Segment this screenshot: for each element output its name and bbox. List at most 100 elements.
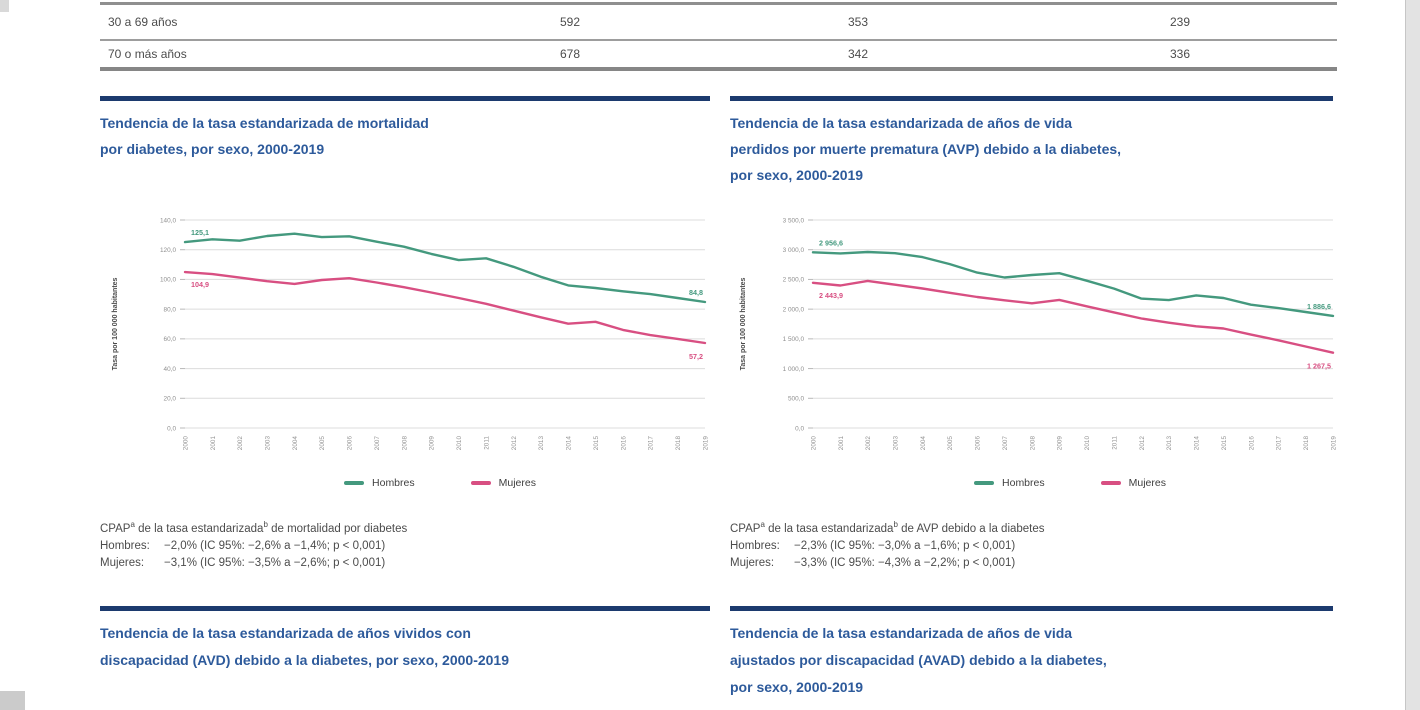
table-row: 30 a 69 años 592 353 239 [100, 12, 1337, 36]
cpap-title: CPAPa de la tasa estandarizadab de AVP d… [730, 520, 1045, 535]
x-tick-label: 2017 [1276, 436, 1283, 451]
chart-legend: Hombres Mujeres [800, 477, 1340, 489]
y-tick-label: 1 500,0 [783, 336, 805, 343]
legend-dash-icon [470, 481, 491, 485]
x-tick-label: 2010 [456, 436, 463, 451]
footnote-marker: b [893, 520, 898, 529]
page-edge-strip [1405, 0, 1420, 710]
chart-title-mortality: Tendencia de la tasa estandarizada de mo… [100, 110, 710, 162]
cpap-note-mortality: CPAPa de la tasa estandarizadab de morta… [100, 516, 720, 572]
x-tick-label: 2001 [210, 436, 217, 451]
legend-dash-icon [1100, 481, 1121, 485]
chart-legend: Hombres Mujeres [170, 477, 710, 489]
title-line: por diabetes, por sexo, 2000-2019 [100, 141, 325, 157]
x-tick-label: 2001 [838, 436, 845, 451]
x-tick-label: 2006 [975, 436, 982, 451]
x-tick-label: 2017 [648, 436, 655, 451]
y-tick-label: 0,0 [167, 425, 176, 432]
title-line: Tendencia de la tasa estandarizada de añ… [730, 625, 1073, 641]
series-line-mujeres [811, 279, 1335, 354]
x-tick-label: 2012 [511, 436, 518, 451]
table-cell-value: 678 [559, 47, 581, 61]
table-row-divider [100, 39, 1337, 41]
x-tick-label: 2006 [347, 436, 354, 451]
cpap-row-hombres: Hombres: −2,0% (IC 95%: −2,6% a −1,4%; p … [100, 539, 386, 552]
section-accent-bar [100, 96, 710, 101]
y-tick-label: 0,0 [795, 425, 804, 432]
x-tick-label: 2008 [1029, 436, 1036, 451]
x-tick-label: 2016 [1248, 436, 1255, 451]
x-tick-label: 2018 [1303, 436, 1310, 451]
x-tick-label: 2002 [237, 436, 244, 451]
x-tick-label: 2011 [1111, 436, 1118, 450]
x-tick-label: 2005 [319, 436, 326, 451]
line-chart-svg: Tasa por 100 000 habitantes 140,0 120,0 100… [112, 217, 709, 451]
x-tick-label: 2007 [374, 436, 381, 451]
x-tick-label: 2014 [566, 436, 573, 451]
x-tick-label: 2004 [292, 436, 299, 451]
x-tick-label: 2019 [1330, 436, 1337, 451]
x-tick-label: 2013 [538, 436, 545, 451]
x-tick-label: 2009 [429, 436, 436, 451]
title-line: Tendencia de la tasa estandarizada de añ… [100, 625, 471, 641]
title-line: Tendencia de la tasa estandarizada de añ… [730, 115, 1073, 131]
section-accent-bar [730, 606, 1333, 611]
y-tick-label: 500,0 [788, 396, 804, 403]
table-row: 70 o más años 678 342 336 [100, 44, 1337, 68]
y-tick-label: 3 000,0 [783, 247, 805, 254]
x-tick-label: 2010 [1084, 436, 1091, 451]
x-tick-label: 2015 [593, 436, 600, 451]
age-group-table: 30 a 69 años 592 353 239 70 o más años 6… [100, 0, 1337, 78]
x-tick-label: 2018 [675, 436, 682, 451]
table-cell-value: 592 [559, 15, 581, 29]
x-tick-label: 2000 [810, 436, 817, 451]
avp-line-chart: Tasa por 100 000 habitantes 3 500,0 3 000,… [733, 200, 1343, 470]
y-tick-label: 3 500,0 [783, 217, 805, 224]
y-tick-label: 2 500,0 [783, 277, 805, 284]
x-tick-label: 2015 [1221, 436, 1228, 451]
cpap-title: CPAPa de la tasa estandarizadab de morta… [100, 520, 408, 535]
data-label-start-hombres: 2 956,6 [819, 238, 843, 247]
mortality-line-chart: Tasa por 100 000 habitantes 140,0 120,0 100… [105, 200, 715, 470]
title-line: por sexo, 2000-2019 [730, 167, 864, 183]
x-tick-label: 2011 [483, 436, 490, 450]
x-tick-label: 2013 [1166, 436, 1173, 451]
table-cell-age-group: 30 a 69 años [108, 15, 178, 29]
table-cell-age-group: 70 o más años [108, 47, 187, 61]
x-tick-label: 2002 [865, 436, 872, 451]
title-line: ajustados por discapacidad (AVAD) debido… [730, 652, 1107, 668]
data-label-end-hombres: 1 886,6 [1307, 302, 1331, 311]
legend-label: Mujeres [1128, 477, 1166, 489]
x-tick-label: 2004 [920, 436, 927, 451]
table-cell-value: 336 [1169, 47, 1191, 61]
scan-artifact-bottom-left [0, 691, 25, 710]
series-line-mujeres [183, 270, 707, 345]
y-tick-label: 120,0 [160, 247, 176, 254]
x-tick-label: 2016 [620, 436, 627, 451]
y-tick-label: 140,0 [160, 217, 176, 224]
cpap-row-mujeres: Mujeres: −3,3% (IC 95%: −4,3% a −2,2%; p … [730, 556, 1016, 569]
legend-item-hombres: Hombres [344, 477, 415, 489]
footnote-marker: b [263, 520, 268, 529]
x-tick-label: 2012 [1139, 436, 1146, 451]
y-tick-label: 100,0 [160, 277, 176, 284]
x-tick-label: 2019 [702, 436, 709, 451]
legend-item-hombres: Hombres [974, 477, 1045, 489]
y-tick-label: 60,0 [164, 336, 177, 343]
x-tick-label: 2000 [182, 436, 189, 451]
section-accent-bar [100, 606, 710, 611]
section-accent-bar [730, 96, 1333, 101]
x-tick-label: 2003 [265, 436, 272, 451]
legend-label: Hombres [372, 477, 415, 489]
series-line-hombres [811, 250, 1335, 318]
legend-item-mujeres: Mujeres [470, 477, 536, 489]
chart-title-avp: Tendencia de la tasa estandarizada de añ… [730, 110, 1340, 188]
y-axis-title: Tasa por 100 000 habitantes [112, 277, 119, 370]
table-border-bottom [100, 67, 1337, 71]
table-cell-value: 342 [847, 47, 869, 61]
x-tick-label: 2008 [401, 436, 408, 451]
data-label-start-mujeres: 104,9 [191, 280, 209, 289]
data-label-start-mujeres: 2 443,9 [819, 291, 843, 300]
table-border-top [100, 2, 1337, 5]
